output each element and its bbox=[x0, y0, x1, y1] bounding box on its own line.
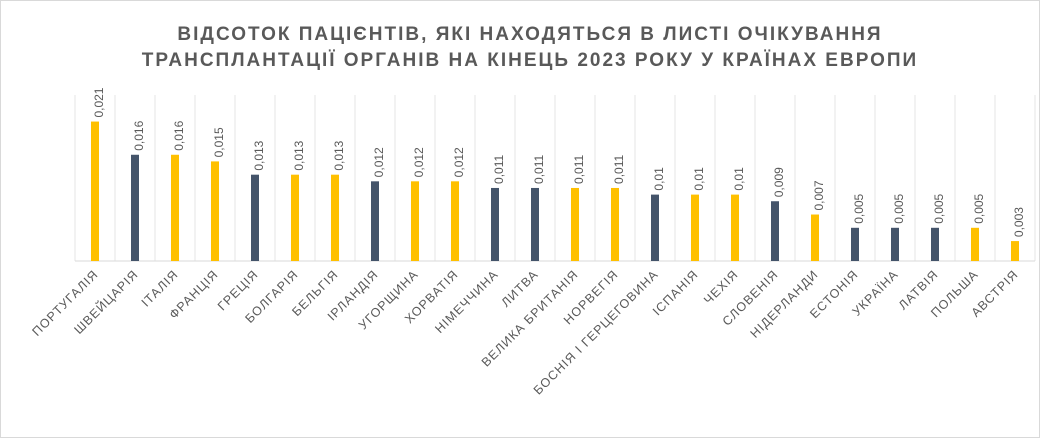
data-label: 0,013 bbox=[332, 140, 346, 170]
bar bbox=[211, 161, 219, 261]
data-label: 0,01 bbox=[652, 167, 666, 191]
bar bbox=[811, 214, 819, 261]
data-label: 0,003 bbox=[1012, 207, 1026, 237]
data-label: 0,005 bbox=[852, 193, 866, 223]
bar bbox=[691, 194, 699, 261]
data-label: 0,013 bbox=[252, 140, 266, 170]
bar bbox=[411, 181, 419, 261]
data-label: 0,011 bbox=[612, 154, 626, 183]
bar bbox=[251, 174, 259, 261]
bar bbox=[331, 174, 339, 261]
bar bbox=[571, 187, 579, 261]
bar bbox=[771, 201, 779, 261]
chart-title: ТРАНСПЛАНТАЦІЇ ОРГАНІВ НА КІНЕЦЬ 2023 РО… bbox=[142, 50, 918, 71]
bar bbox=[891, 227, 899, 261]
bar bbox=[651, 194, 659, 261]
bar bbox=[971, 227, 979, 261]
data-label: 0,012 bbox=[412, 147, 426, 177]
bar bbox=[851, 227, 859, 261]
bar bbox=[291, 174, 299, 261]
bar bbox=[91, 121, 99, 261]
data-label: 0,013 bbox=[292, 140, 306, 170]
data-label: 0,005 bbox=[932, 193, 946, 223]
chart-title: ВІДСОТОК ПАЦІЄНТІВ, ЯКІ НАХОДЯТЬСЯ В ЛИС… bbox=[177, 24, 882, 45]
data-label: 0,016 bbox=[172, 120, 186, 150]
data-label: 0,01 bbox=[692, 167, 706, 191]
bar bbox=[931, 227, 939, 261]
bar bbox=[611, 187, 619, 261]
bar bbox=[371, 181, 379, 261]
data-label: 0,009 bbox=[772, 167, 786, 197]
bar bbox=[171, 154, 179, 261]
data-label: 0,016 bbox=[132, 120, 146, 150]
data-label: 0,012 bbox=[452, 147, 466, 177]
data-label: 0,005 bbox=[972, 193, 986, 223]
data-label: 0,005 bbox=[892, 193, 906, 223]
bar bbox=[451, 181, 459, 261]
bar bbox=[491, 187, 499, 261]
data-label: 0,012 bbox=[372, 147, 386, 177]
data-label: 0,021 bbox=[92, 87, 106, 117]
data-label: 0,011 bbox=[492, 154, 506, 183]
bar bbox=[731, 194, 739, 261]
bar bbox=[131, 154, 139, 261]
data-label: 0,01 bbox=[732, 167, 746, 191]
bar bbox=[531, 187, 539, 261]
data-label: 0,011 bbox=[532, 154, 546, 183]
data-label: 0,015 bbox=[212, 127, 226, 157]
data-label: 0,007 bbox=[812, 180, 826, 210]
data-label: 0,011 bbox=[572, 154, 586, 183]
bar bbox=[1011, 241, 1019, 261]
